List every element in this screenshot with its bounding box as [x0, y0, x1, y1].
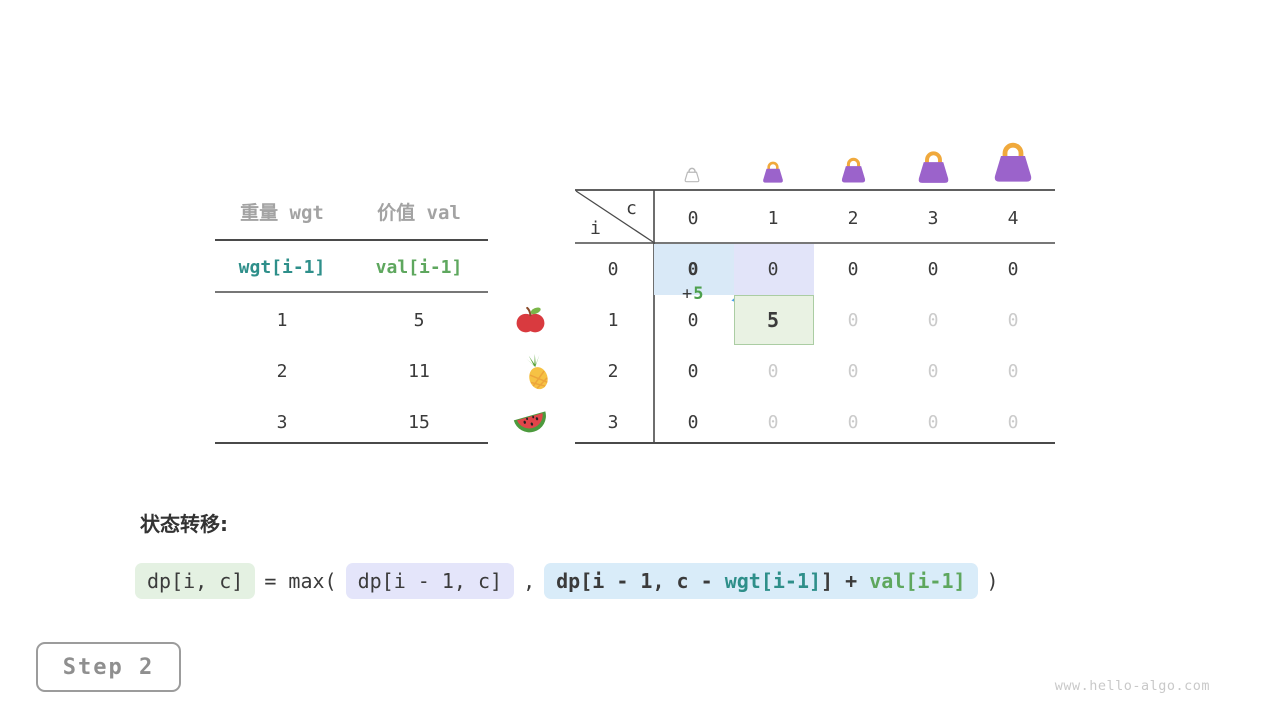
- items-var-wgt: wgt[i-1]: [238, 256, 326, 278]
- highlight-dp-0-1: [734, 244, 814, 295]
- item-row-weight: 2: [276, 360, 288, 382]
- dp-cell-1-2: 0: [847, 309, 859, 331]
- dp-cell-2-1: 0: [767, 360, 779, 382]
- item-row-value: 15: [408, 411, 430, 433]
- dp-cell-2-2: 0: [847, 360, 859, 382]
- items-var-val: val[i-1]: [375, 256, 463, 278]
- dp-row-header: 1: [607, 309, 619, 331]
- item-row-weight: 1: [276, 309, 288, 331]
- dp-cell-3-0: 0: [687, 411, 699, 433]
- dp-cell-2-0: 0: [687, 360, 699, 382]
- dp-cell-3-1: 0: [767, 411, 779, 433]
- formula-comma: ,: [523, 569, 536, 593]
- bag-empty-icon: [684, 167, 700, 183]
- dp-cell-0-2: 0: [847, 258, 859, 280]
- arg2-plus: +: [833, 569, 870, 593]
- formula-arg1-box: dp[i - 1, c]: [345, 563, 515, 599]
- annotation-plus: +: [682, 284, 694, 304]
- dp-cell-1-0: 0: [687, 309, 699, 331]
- dp-row-header: 2: [607, 360, 619, 382]
- bag-small-icon: [763, 161, 783, 183]
- highlight-dp-0-0: [654, 244, 734, 295]
- transition-formula: dp[i, c] = max( dp[i - 1, c] , dp[i - 1,…: [135, 560, 999, 602]
- formula-arg2-box: dp[i - 1, c - wgt[i-1]] + val[i-1]: [544, 563, 978, 599]
- arg2-prefix: dp[i - 1, c -: [556, 569, 725, 593]
- dp-row-header: 3: [607, 411, 619, 433]
- arg2-val: val[i-1]: [869, 569, 966, 593]
- arg2-bracket: ]: [821, 569, 834, 593]
- dp-cell-3-3: 0: [927, 411, 939, 433]
- item-row-weight: 3: [276, 411, 288, 433]
- dp-cell-0-0: 0: [687, 258, 699, 280]
- dp-col-header: 2: [847, 207, 859, 229]
- dp-cell-0-3: 0: [927, 258, 939, 280]
- dp-col-header: 4: [1007, 207, 1019, 229]
- dp-col-header: 1: [767, 207, 779, 229]
- pineapple-icon: [526, 353, 548, 390]
- dp-cell-3-4: 0: [1007, 411, 1019, 433]
- step-badge[interactable]: Step 2: [36, 642, 181, 692]
- corner-col-var: c: [626, 198, 637, 219]
- dp-cell-2-4: 0: [1007, 360, 1019, 382]
- bag-xlarge-icon: [994, 142, 1032, 182]
- item-row-value: 11: [408, 360, 430, 382]
- bag-large-icon: [918, 151, 949, 183]
- dp-cell-1-4: 0: [1007, 309, 1019, 331]
- dp-cell-1-1: 5: [766, 308, 780, 332]
- dp-row-header: 0: [607, 258, 619, 280]
- item-row-value: 5: [413, 309, 425, 331]
- arg2-wgt: wgt[i-1]: [724, 569, 822, 593]
- dp-col-header: 0: [687, 207, 699, 229]
- corner-row-var: i: [590, 218, 601, 239]
- dp-col-header: 3: [927, 207, 939, 229]
- dp-cell-2-3: 0: [927, 360, 939, 382]
- bag-medium-icon: [841, 157, 866, 183]
- items-col-value: 价值 val: [377, 201, 461, 224]
- apple-icon: [516, 306, 545, 333]
- watermelon-icon: [513, 411, 546, 433]
- dp-cell-0-1: 0: [767, 258, 779, 280]
- annotation-value: 5: [693, 284, 705, 304]
- dp-cell-0-4: 0: [1007, 258, 1019, 280]
- formula-lhs-box: dp[i, c]: [135, 563, 256, 599]
- dp-cell-1-3: 0: [927, 309, 939, 331]
- corner-diagonal: [575, 190, 654, 243]
- formula-close-paren: ): [986, 569, 999, 593]
- dp-cell-3-2: 0: [847, 411, 859, 433]
- highlight-dp-1-1: [734, 295, 814, 345]
- transition-section-label: 状态转移:: [140, 512, 228, 536]
- add-value-annotation: +5: [682, 284, 705, 304]
- watermark: www.hello-algo.com: [1054, 678, 1210, 694]
- items-col-weight: 重量 wgt: [240, 201, 324, 224]
- formula-equals-max: = max(: [264, 569, 337, 593]
